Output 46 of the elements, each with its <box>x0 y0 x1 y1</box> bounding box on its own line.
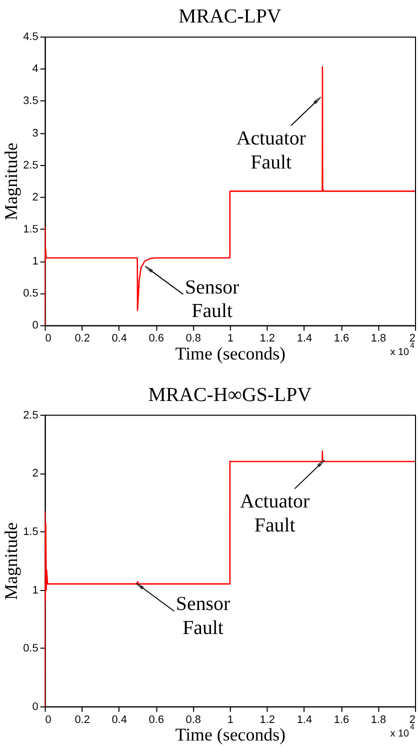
x-tick-label: 1 <box>227 714 234 726</box>
x-tick-label: 1.8 <box>370 714 386 726</box>
annotation: Actuator Fault <box>240 490 310 536</box>
x-tick-label: 0.2 <box>74 714 90 726</box>
x-tick-label: 0.4 <box>112 332 127 345</box>
x-tick-label: 1.2 <box>260 714 276 726</box>
y-tick-label: 2.5 <box>23 409 38 422</box>
y-tick-label: 3.5 <box>23 95 38 108</box>
y-tick-label: 0.5 <box>23 288 38 300</box>
y-tick-label: 2.5 <box>23 159 38 172</box>
annotation: Sensor Fault <box>184 276 240 322</box>
x-tick-label: 1.6 <box>334 332 350 345</box>
y-tick-label: 0.5 <box>23 642 38 655</box>
annotation: Actuator Fault <box>236 128 306 174</box>
y-tick-label: 0 <box>32 320 38 332</box>
y-tick-label: 0 <box>32 700 38 713</box>
x-tick-label: 0.2 <box>74 332 90 345</box>
x-tick-label: 0 <box>45 714 52 726</box>
y-axis-title: Magnitude <box>1 522 22 600</box>
x-tick-label: 0 <box>45 332 52 345</box>
y-tick-label: 2 <box>32 468 38 480</box>
annotation: Sensor Fault <box>176 593 230 640</box>
x-tick-label: 1 <box>227 332 234 345</box>
y-tick-label: 1.5 <box>23 526 38 538</box>
x-axis-title: Time (seconds) <box>175 344 286 364</box>
y-tick-label: 1 <box>32 584 38 596</box>
chart-title: MRAC-LPV <box>178 6 282 28</box>
x-tick-label: 1.2 <box>260 332 276 345</box>
y-tick-label: 4 <box>32 63 38 76</box>
x-tick-label: 1.4 <box>296 332 312 345</box>
x-tick-label: 1.4 <box>296 714 312 726</box>
x-tick-label: 0.8 <box>186 714 201 726</box>
y-tick-label: 2 <box>32 191 38 204</box>
x-tick-label: 1.6 <box>334 714 350 726</box>
y-tick-label: 1.5 <box>23 224 38 236</box>
x-axis-title: Time (seconds) <box>175 724 286 745</box>
y-axis-title: Magnitude <box>1 142 22 220</box>
x-tick-label: 0.8 <box>186 332 201 345</box>
x-tick-label: 0.4 <box>112 714 127 726</box>
x-tick-label: 0.6 <box>148 714 164 726</box>
x-tick-label: 1.8 <box>370 332 386 345</box>
y-tick-label: 3 <box>32 127 38 140</box>
x-tick-label: 0.6 <box>148 332 164 345</box>
y-tick-label: 1 <box>32 256 38 268</box>
chart-title: MRAC-H∞GS-LPV <box>148 384 312 406</box>
y-tick-label: 4.5 <box>23 31 38 44</box>
